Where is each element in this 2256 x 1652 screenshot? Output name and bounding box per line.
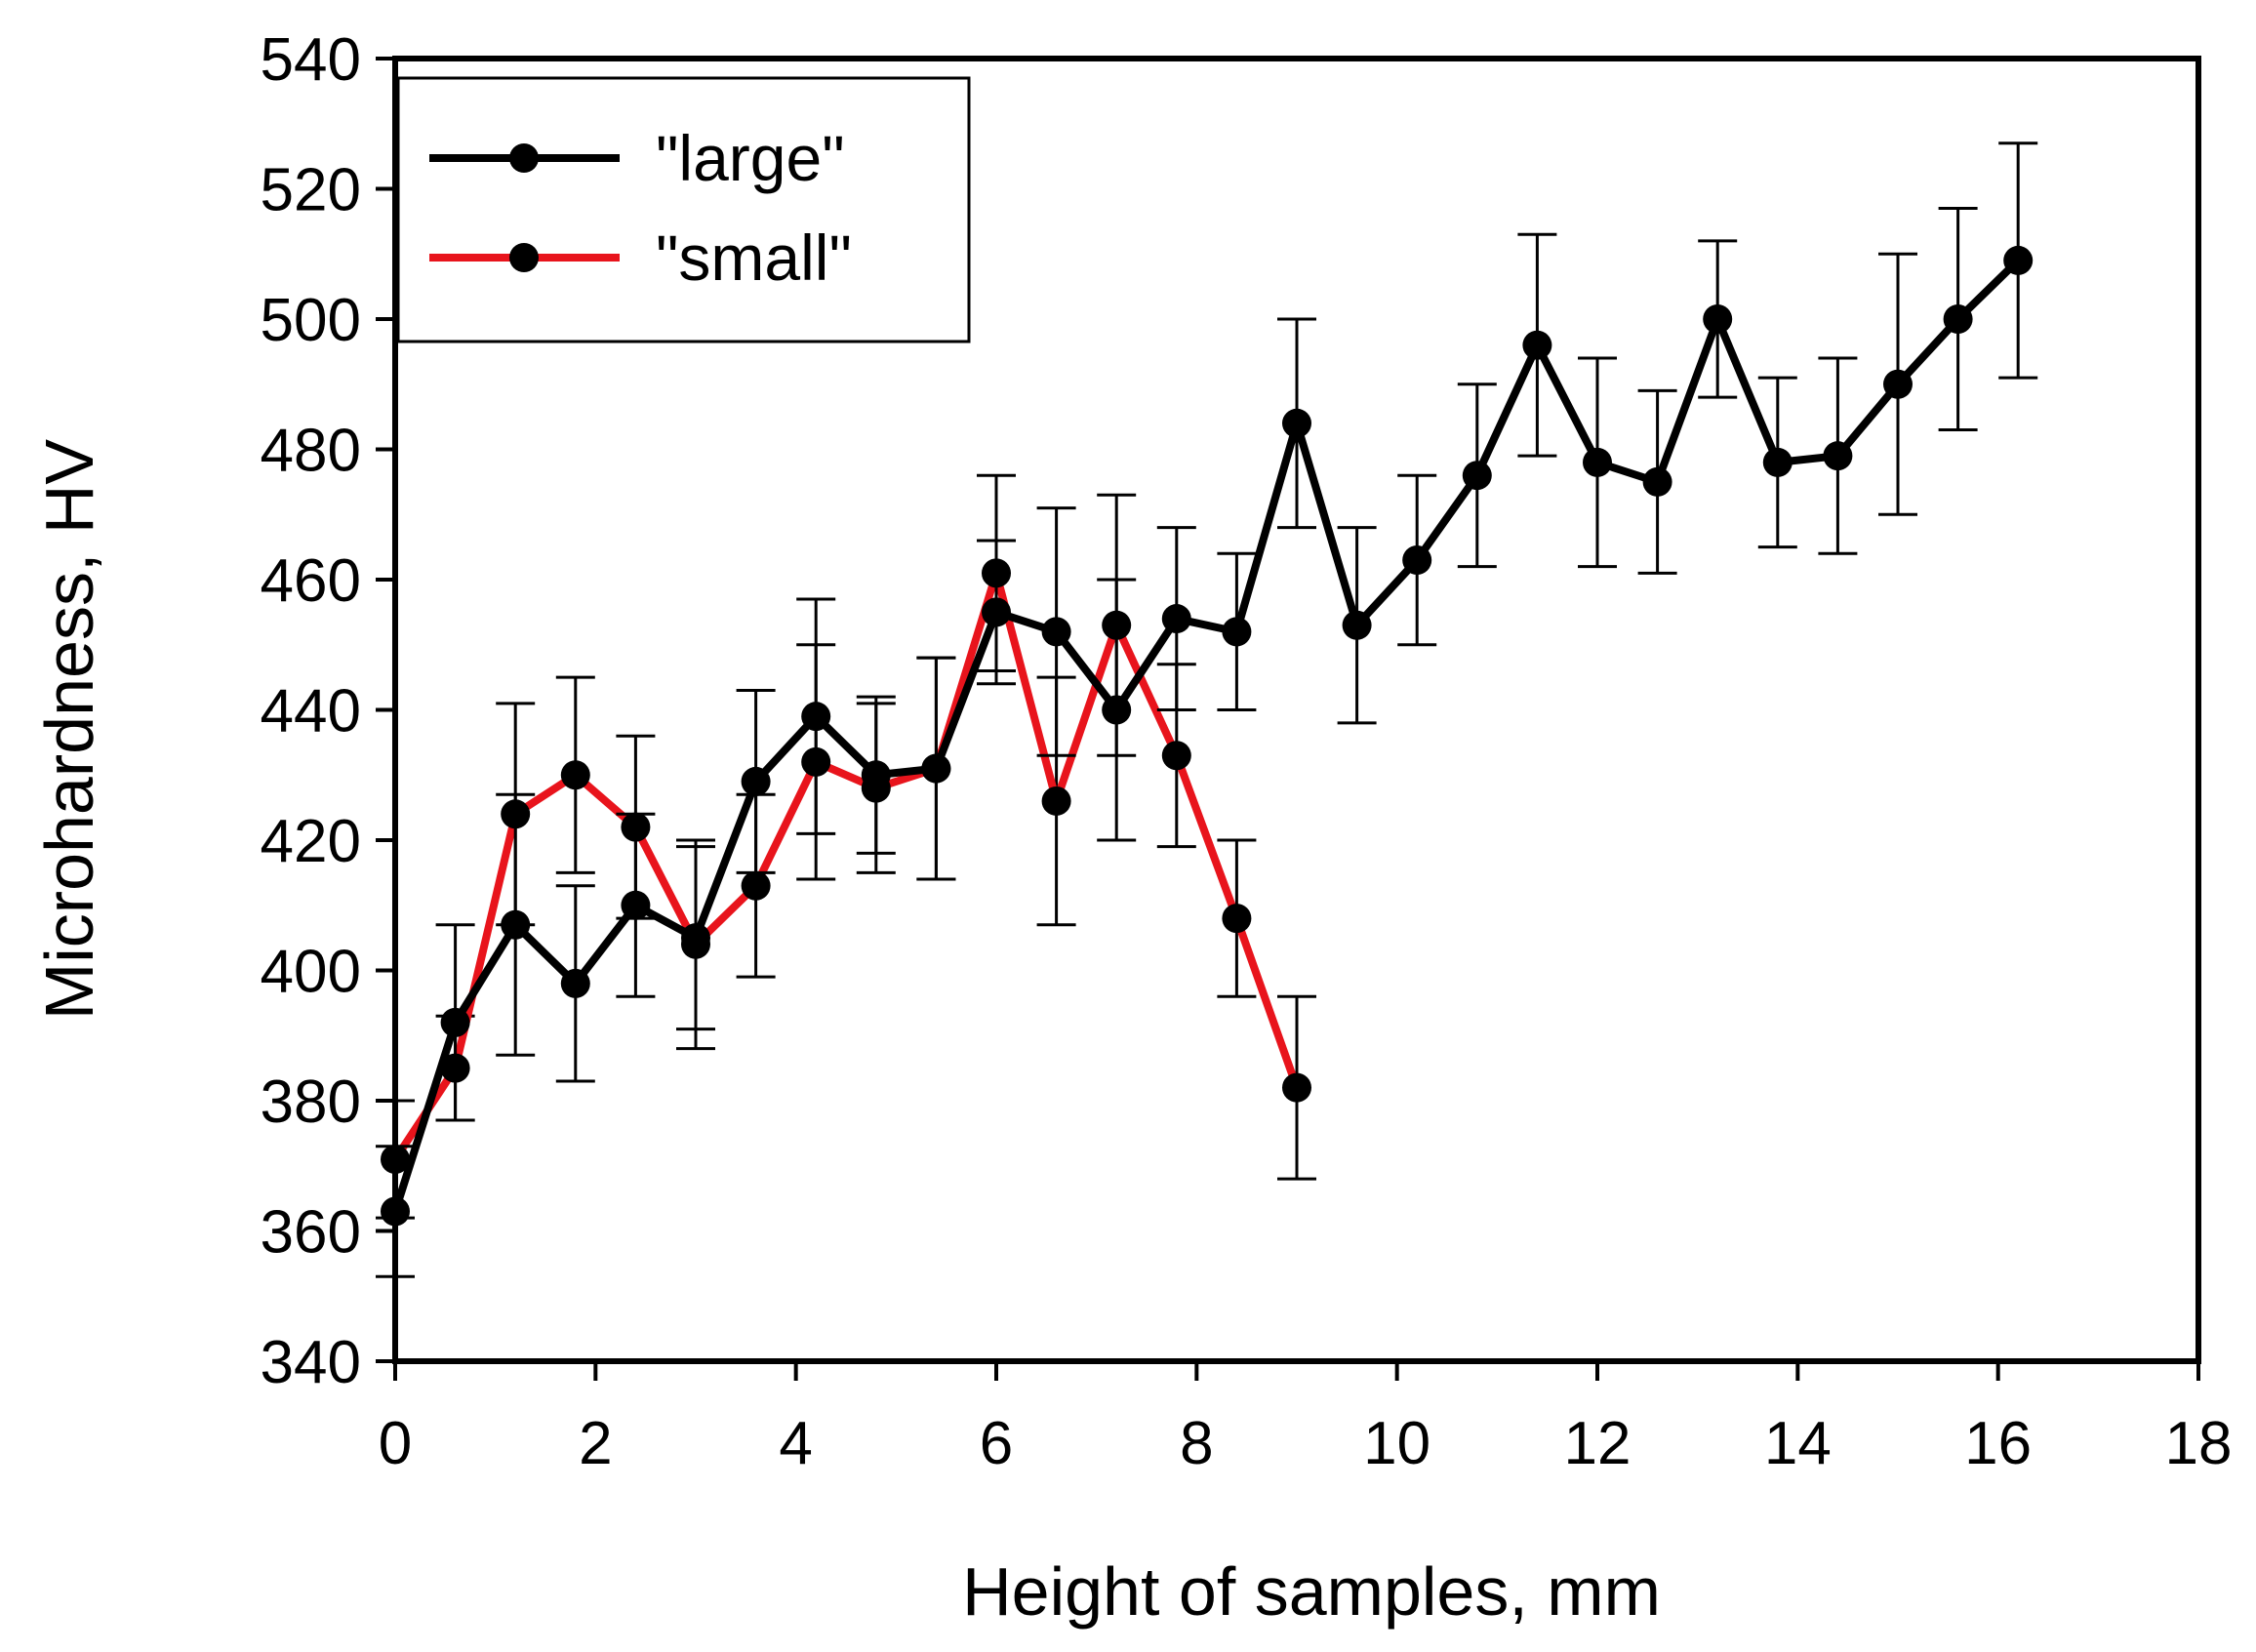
y-tick-label: 380 <box>261 1068 361 1136</box>
y-tick-label: 460 <box>261 547 361 615</box>
x-tick-label: 6 <box>980 1410 1013 1477</box>
x-axis-title: Height of samples, mm <box>962 1553 1661 1630</box>
data-point <box>1102 695 1132 725</box>
data-point <box>741 870 771 901</box>
data-point <box>560 760 590 790</box>
series-0 <box>376 141 2038 1278</box>
data-point <box>1282 1072 1311 1103</box>
tick-group: 0 2 4 6 8 10 12 14 16 18 340 360 380 400 420 440 460 480 5… <box>261 26 2233 1477</box>
data-point <box>1522 330 1552 360</box>
data-point <box>1041 617 1071 647</box>
data-point <box>1041 786 1071 816</box>
data-point <box>1222 617 1252 647</box>
data-point <box>2003 245 2034 275</box>
data-point <box>1282 408 1311 438</box>
y-tick-label: 420 <box>261 808 361 875</box>
data-point <box>681 923 710 953</box>
legend: "large" "small" <box>396 76 971 343</box>
x-tick-label: 14 <box>1764 1410 1832 1477</box>
x-tick-label: 12 <box>1564 1410 1632 1477</box>
data-point <box>982 597 1011 627</box>
legend-label: "large" <box>656 122 845 194</box>
x-tick-label: 2 <box>579 1410 612 1477</box>
y-tick-label: 500 <box>261 287 361 354</box>
data-point <box>560 968 590 998</box>
legend-entry: "small" <box>429 222 852 294</box>
y-tick-label: 520 <box>261 157 361 224</box>
x-tick-label: 4 <box>779 1410 812 1477</box>
data-point <box>1642 466 1672 497</box>
legend-marker <box>509 143 539 173</box>
data-point <box>1161 604 1191 634</box>
series-line <box>391 569 1301 1162</box>
series-line <box>391 258 2021 1213</box>
y-tick-label: 540 <box>261 26 361 94</box>
y-tick-label: 400 <box>261 939 361 1006</box>
x-tick-label: 8 <box>1180 1410 1213 1477</box>
data-point <box>1883 369 1913 399</box>
x-tick-label: 10 <box>1363 1410 1430 1477</box>
x-tick-label: 16 <box>1964 1410 2032 1477</box>
data-point <box>1943 304 1973 334</box>
data-point <box>1342 610 1372 640</box>
data-point <box>921 753 951 784</box>
data-point <box>801 702 831 732</box>
data-point <box>440 1007 470 1037</box>
x-tick-label: 0 <box>379 1410 412 1477</box>
y-axis-title: Microhardness, HV <box>31 439 107 1021</box>
legend-box <box>396 76 971 343</box>
legend-marker <box>509 243 539 272</box>
series-group <box>376 141 2038 1278</box>
legend-entry: "large" <box>429 122 845 194</box>
data-point <box>1703 304 1733 334</box>
legend-label: "small" <box>656 222 852 294</box>
x-tick-label: 18 <box>2165 1410 2233 1477</box>
data-point <box>1823 441 1853 471</box>
y-tick-label: 440 <box>261 678 361 745</box>
data-point <box>1161 741 1191 771</box>
y-tick-label: 480 <box>261 418 361 485</box>
data-point <box>741 766 771 796</box>
data-point <box>1462 461 1492 491</box>
y-tick-label: 360 <box>261 1199 361 1267</box>
data-point <box>861 760 891 790</box>
data-point <box>1402 544 1432 575</box>
data-point <box>1222 904 1252 934</box>
data-point <box>1762 447 1793 477</box>
data-point <box>1583 447 1612 477</box>
data-point <box>621 890 651 920</box>
y-tick-label: 340 <box>261 1329 361 1396</box>
plot-frame <box>392 56 2201 1364</box>
data-point <box>501 909 531 940</box>
